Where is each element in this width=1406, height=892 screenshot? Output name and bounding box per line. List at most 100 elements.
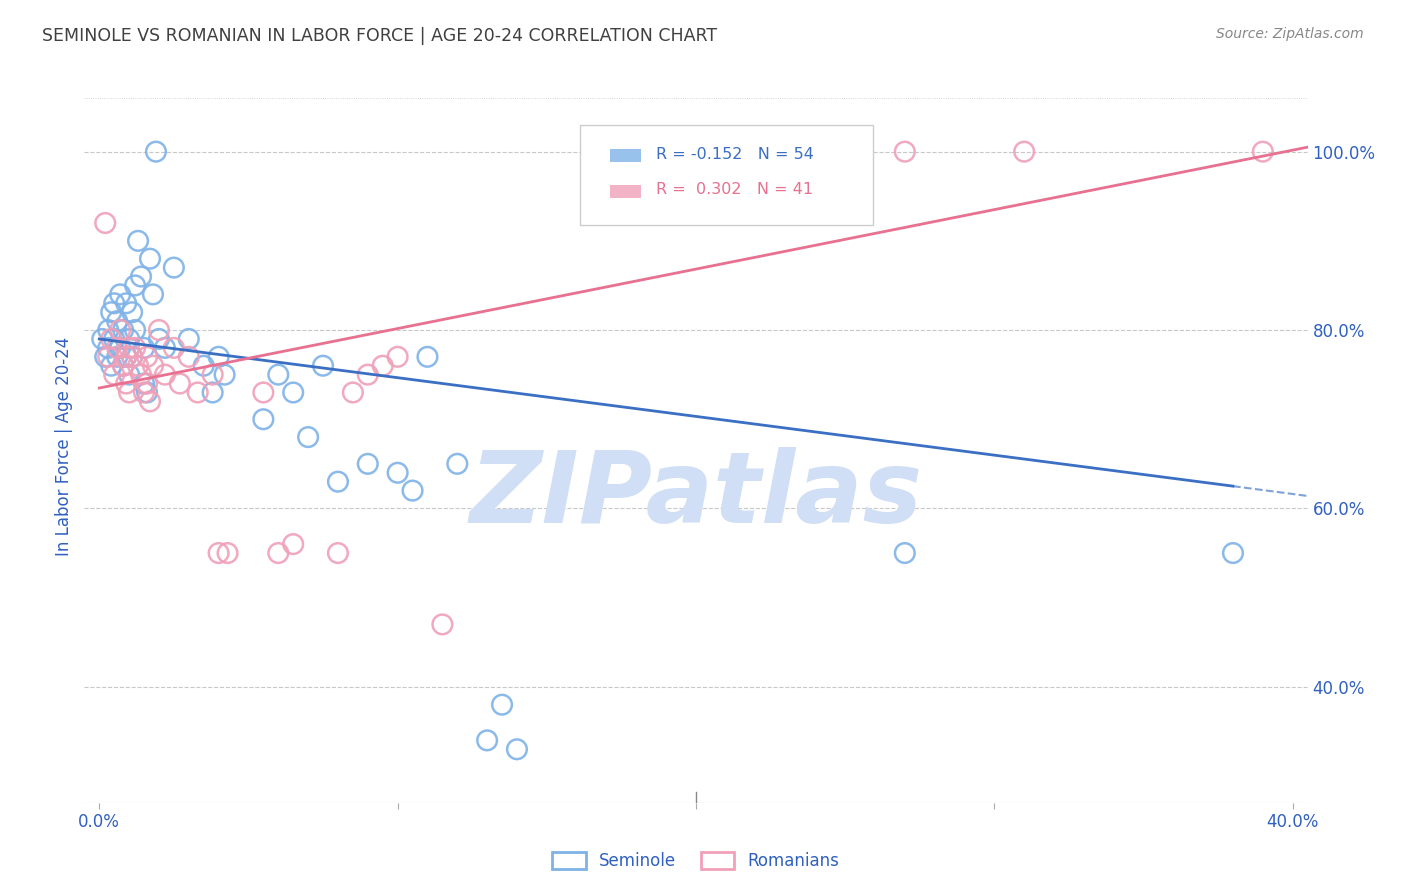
Point [112,359,135,373]
Point [100,359,122,373]
Point [387,466,409,480]
Point [187,385,209,400]
Point [252,412,274,426]
Point [103,368,125,382]
Point [105,350,128,364]
Point [169,376,191,391]
Point [124,278,146,293]
Point [267,546,290,560]
Point [97,341,120,355]
Point [129,368,152,382]
Point [124,341,146,355]
Point [193,359,215,373]
Point [100,305,122,319]
Point [139,394,162,409]
Bar [610,149,641,162]
Point [145,145,167,159]
Point [201,368,224,382]
Legend: Seminole, Romanians: Seminole, Romanians [546,845,846,877]
Point [118,332,141,346]
Point [121,350,143,364]
Point [142,287,165,301]
Point [124,323,146,337]
FancyBboxPatch shape [579,125,873,225]
Point [283,385,305,400]
Point [312,359,335,373]
Point [177,332,200,346]
Point [97,323,120,337]
Point [416,350,439,364]
Point [91,332,114,346]
Point [894,145,917,159]
Point [127,359,149,373]
Point [326,546,349,560]
Point [94,350,117,364]
Point [136,385,159,400]
Point [283,537,305,551]
Point [1012,145,1035,159]
Point [108,341,131,355]
Point [97,350,120,364]
Point [118,385,141,400]
Point [132,341,155,355]
Point [100,332,122,346]
Point [201,385,224,400]
Point [121,350,143,364]
Point [894,546,917,560]
Point [207,350,229,364]
Point [105,314,128,328]
Point [1251,145,1274,159]
Point [342,385,364,400]
Point [214,368,236,382]
Text: SEMINOLE VS ROMANIAN IN LABOR FORCE | AGE 20-24 CORRELATION CHART: SEMINOLE VS ROMANIAN IN LABOR FORCE | AG… [42,27,717,45]
Point [132,376,155,391]
Point [207,546,229,560]
Point [153,368,176,382]
Point [297,430,319,444]
Point [252,385,274,400]
Point [491,698,513,712]
Point [148,332,170,346]
Point [357,368,380,382]
Point [139,252,162,266]
Point [103,332,125,346]
Point [105,341,128,355]
Point [267,368,290,382]
Point [148,323,170,337]
Point [108,287,131,301]
Point [115,350,138,364]
Point [115,376,138,391]
Bar [610,185,641,198]
Point [387,350,409,364]
Text: ZIPatlas: ZIPatlas [470,448,922,544]
Y-axis label: In Labor Force | Age 20-24: In Labor Force | Age 20-24 [55,336,73,556]
Point [132,385,155,400]
Point [142,359,165,373]
Point [1222,546,1244,560]
Point [115,296,138,310]
Point [357,457,380,471]
Point [177,350,200,364]
Point [163,260,186,275]
Point [401,483,423,498]
Point [371,359,394,373]
Point [103,296,125,310]
Point [136,350,159,364]
Point [217,546,239,560]
Point [118,341,141,355]
Point [112,323,135,337]
Point [112,359,135,373]
Point [127,234,149,248]
Point [121,305,143,319]
Point [153,341,176,355]
Point [129,269,152,284]
Point [432,617,454,632]
Point [475,733,498,747]
Point [118,368,141,382]
Point [136,376,159,391]
Text: R =  0.302   N = 41: R = 0.302 N = 41 [655,182,813,197]
Point [506,742,529,756]
Text: Source: ZipAtlas.com: Source: ZipAtlas.com [1216,27,1364,41]
Point [94,216,117,230]
Point [163,341,186,355]
